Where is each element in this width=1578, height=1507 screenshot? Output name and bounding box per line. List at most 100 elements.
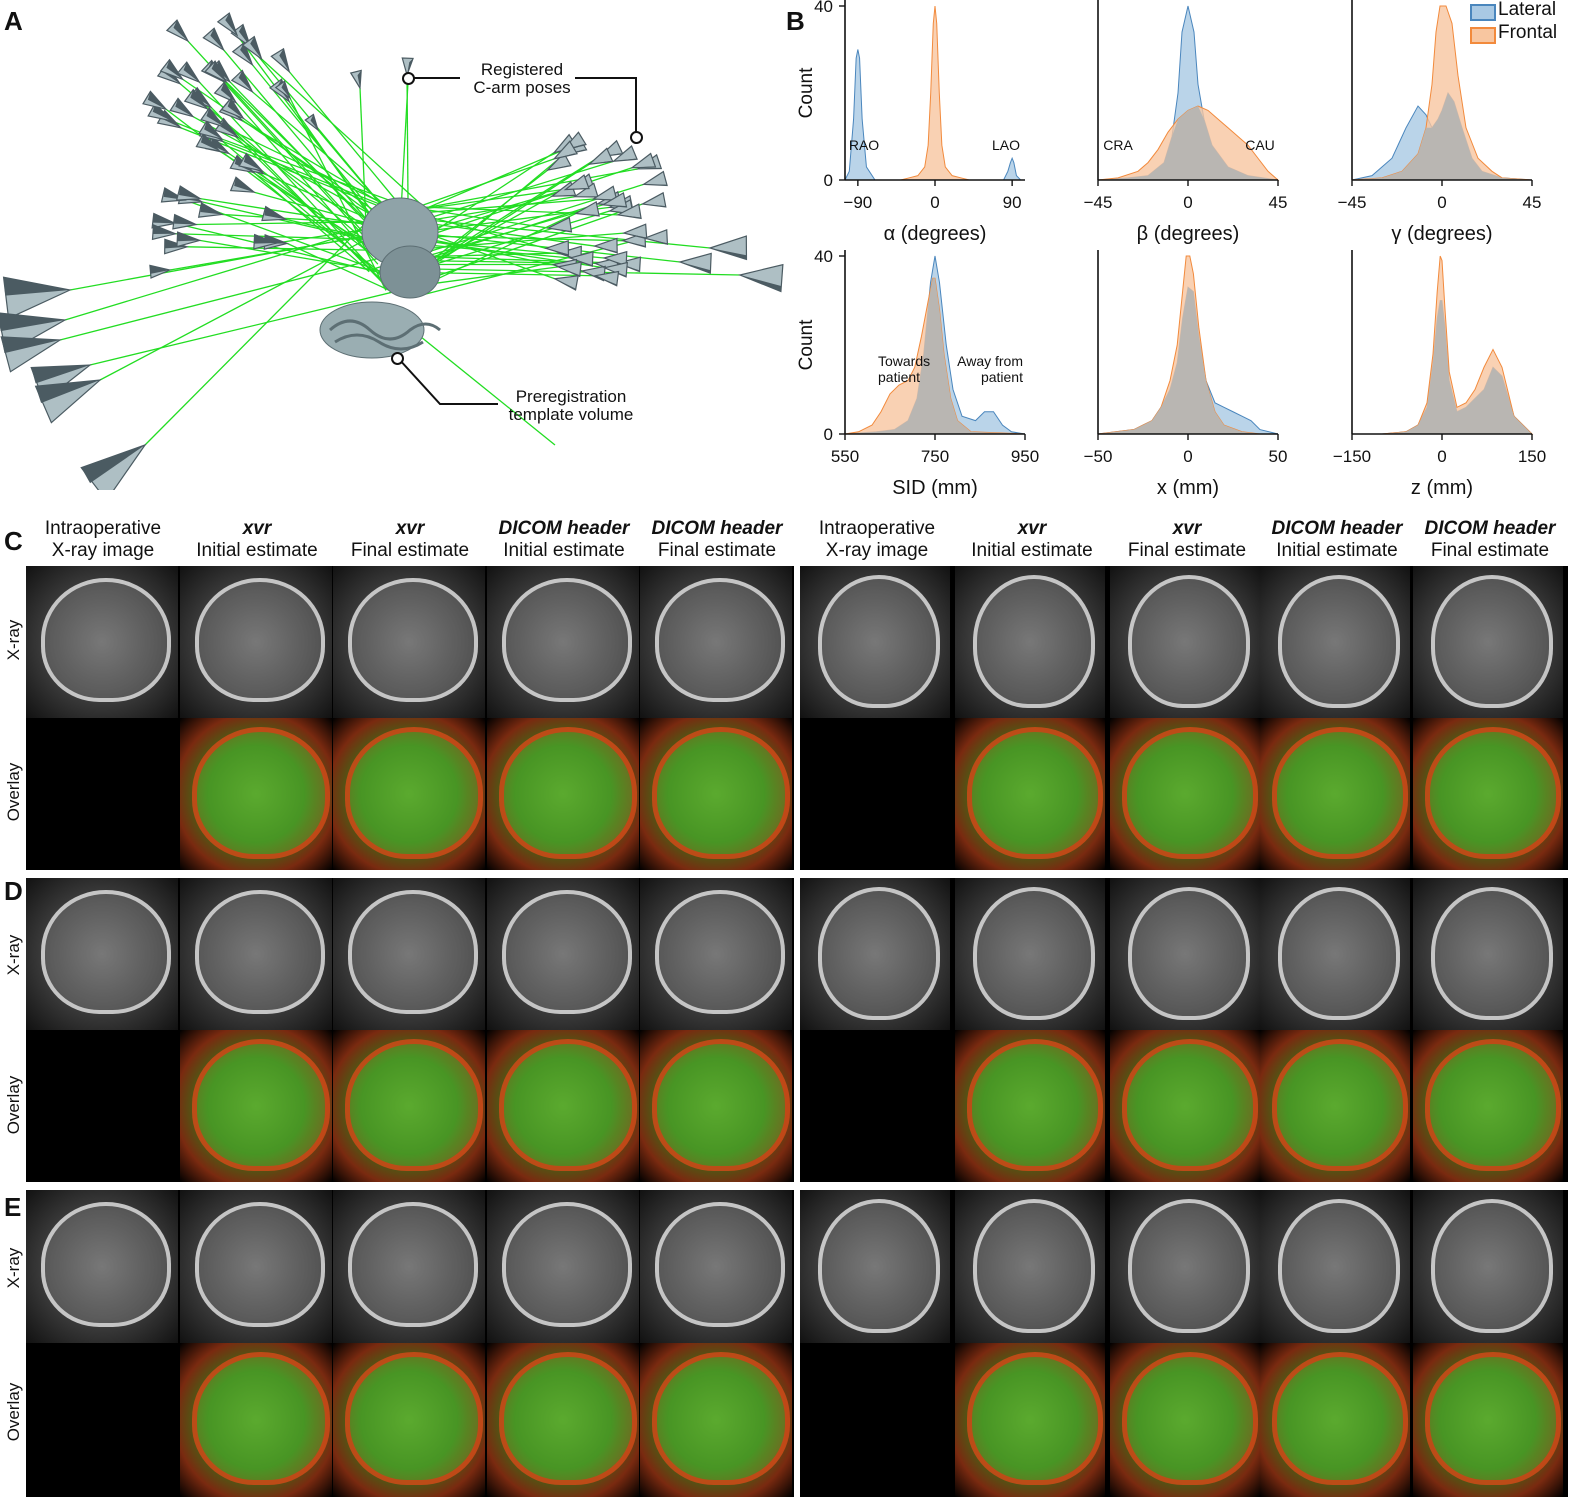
carm-pyramid-shade [194, 87, 211, 108]
carm-pyramid-shade [710, 248, 747, 260]
annotation: patient [981, 369, 1023, 385]
carm-pyramid-shade [234, 177, 255, 193]
carm-pyramid-shade [238, 70, 253, 92]
chart-3: −45 0 45 γ (degrees) [1338, 0, 1541, 245]
column-header-line2: Initial estimate [196, 540, 318, 561]
overlay-image [1413, 1030, 1563, 1182]
column-header-method: xvr [1172, 518, 1202, 539]
overlay-skull-outline [652, 727, 790, 859]
overlay-skull-outline [1425, 1039, 1561, 1171]
ray [59, 252, 400, 341]
overlay-image [1413, 718, 1563, 870]
callout-dot-poses [402, 72, 415, 85]
overlay-image [487, 1030, 639, 1182]
column-header-right-1: Intraoperative X-ray image [794, 518, 960, 562]
column-header-method: DICOM header [651, 518, 783, 539]
carm-pyramid [630, 152, 657, 169]
column-header-right-2: xvr Initial estimate [949, 518, 1115, 562]
annotation: Towards [878, 353, 930, 369]
carm-pyramid-shade [210, 136, 229, 154]
y-tick-label: 40 [814, 247, 833, 266]
skull-outline [1431, 575, 1553, 708]
callout-poses: Registered C-arm poses [462, 61, 582, 97]
overlay-skull-outline [652, 1352, 790, 1486]
callout-volume-line1: Preregistration [515, 387, 627, 406]
x-tick-label: 750 [921, 447, 949, 466]
x-tick-label: 150 [1518, 447, 1546, 466]
ray [289, 97, 387, 291]
carm-pyramid-shade [279, 48, 290, 72]
carm-pyramid-shade [642, 204, 666, 207]
skull-outline [1278, 887, 1400, 1020]
ray [64, 227, 370, 321]
xray-image [1110, 878, 1260, 1030]
ray [426, 167, 633, 237]
ray [99, 236, 372, 381]
carm-pyramid-shade [240, 42, 253, 65]
x-tick-label: −150 [1333, 447, 1371, 466]
column-header-method: DICOM header [1424, 518, 1556, 539]
carm-pyramid [556, 261, 582, 278]
density-frontal [1351, 5, 1533, 181]
column-header-method: xvr [1017, 518, 1047, 539]
carm-pyramid-shade [174, 214, 197, 225]
carm-pyramid [270, 47, 291, 74]
x-tick-label: 90 [1003, 193, 1022, 212]
carm-pyramid-shade [622, 240, 646, 247]
template-volume [319, 197, 441, 359]
chart-2: −45 0 45 β (degrees) CRA CAU [1084, 0, 1287, 245]
column-header-line2: Final estimate [350, 540, 470, 561]
carm-pyramid-shade [545, 248, 569, 256]
column-header-line2: Final estimate [657, 540, 777, 561]
carm-pyramid-shade [552, 194, 576, 197]
overlay-skull-outline [967, 727, 1103, 859]
ray [288, 71, 413, 221]
legend: Lateral Frontal [1466, 0, 1576, 46]
carm-pyramid-shade [243, 153, 263, 171]
callout-poses-line2: C-arm poses [473, 78, 571, 97]
carm-pyramid-shade [227, 98, 244, 119]
carm-pyramid-shade [407, 58, 414, 75]
carm-pyramid-shade [740, 275, 782, 292]
overlay-image [1110, 1030, 1260, 1182]
carm-pyramid-shade [680, 262, 711, 274]
overlay-skull-outline [345, 727, 483, 859]
skull-outline [655, 890, 785, 1014]
carm-poses-scene [0, 12, 784, 490]
carm-pyramid-shade [310, 114, 318, 130]
carm-pyramid-shade [81, 445, 145, 484]
x-tick-label: 550 [831, 447, 859, 466]
x-tick-label: 950 [1011, 447, 1039, 466]
xray-image [487, 878, 639, 1030]
carm-pyramid [641, 170, 668, 187]
overlay-skull-outline [499, 727, 637, 859]
carm-pyramid-shade [565, 187, 590, 190]
overlay-image [955, 1343, 1105, 1497]
density-overlap [845, 278, 1025, 434]
carm-pyramid-shade [357, 70, 362, 88]
xray-image [333, 1190, 485, 1343]
overlay-image [955, 1030, 1105, 1182]
ray [399, 319, 556, 446]
column-header-method: xvr [242, 518, 272, 539]
xray-image [640, 1190, 792, 1343]
xray-image [180, 566, 332, 718]
carm-pyramid-shade [178, 186, 201, 199]
panel-label-d: D [4, 876, 23, 906]
column-header-right-3: xvr Final estimate [1104, 518, 1270, 562]
carm-pyramid-shade [617, 214, 642, 219]
xray-image [800, 1190, 950, 1343]
xray-image [180, 878, 332, 1030]
xray-image [1110, 566, 1260, 718]
ray [144, 217, 372, 446]
carm-pyramid-shade [547, 165, 571, 171]
carm-pyramid-shade [183, 62, 200, 83]
xray-image [955, 566, 1105, 718]
carm-pyramid-shade [254, 234, 277, 244]
annotation: RAO [849, 137, 879, 153]
x-tick-label: 0 [930, 193, 939, 212]
carm-pyramid-shade [164, 239, 188, 249]
column-header-line2: Final estimate [1127, 540, 1247, 561]
skull-outline [655, 1202, 785, 1327]
overlay-skull-outline [192, 1352, 330, 1486]
